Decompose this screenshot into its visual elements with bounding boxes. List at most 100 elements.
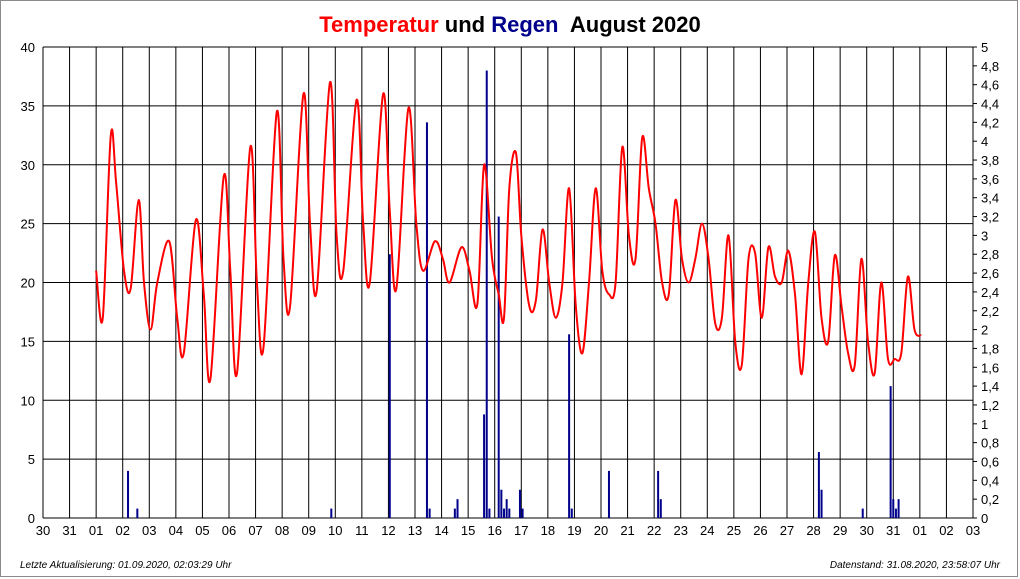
y-right-tick-label: 1,6 — [981, 360, 999, 375]
rain-bar — [518, 489, 521, 518]
chart-title: Temperatur und Regen August 2020 — [0, 12, 1020, 38]
x-tick-label: 12 — [381, 523, 395, 538]
x-tick-label: 30 — [859, 523, 873, 538]
x-tick-label: 23 — [673, 523, 687, 538]
y-left-tick-label: 10 — [21, 393, 35, 408]
title-month: August 2020 — [569, 12, 701, 37]
x-tick-label: 29 — [833, 523, 847, 538]
y-left-tick-label: 25 — [21, 217, 35, 232]
x-tick-label: 20 — [594, 523, 608, 538]
y-left-tick-label: 20 — [21, 276, 35, 291]
x-tick-label: 22 — [647, 523, 661, 538]
rain-bar — [892, 499, 895, 518]
rain-bar — [897, 499, 900, 518]
y-left-tick-label: 5 — [28, 452, 35, 467]
x-tick-label: 11 — [355, 523, 369, 538]
y-right-tick-label: 0,2 — [981, 492, 999, 507]
y-right-tick-label: 1,4 — [981, 379, 999, 394]
y-right-tick-label: 0 — [981, 511, 988, 526]
y-right-tick-label: 3,2 — [981, 210, 999, 225]
temperature-line — [95, 81, 922, 384]
rain-bar — [456, 499, 459, 518]
rain-bar — [505, 499, 508, 518]
rain-series — [127, 70, 900, 519]
y-right-tick-label: 2,2 — [981, 304, 999, 319]
x-tick-label: 31 — [62, 523, 76, 538]
rain-bar — [497, 216, 500, 518]
temperature-series — [95, 81, 922, 384]
x-tick-label: 05 — [195, 523, 209, 538]
rain-bar — [503, 508, 506, 518]
y-left-tick-label: 35 — [21, 99, 35, 114]
rain-bar — [483, 414, 486, 518]
y-right-tick-label: 5 — [981, 40, 988, 55]
x-tick-label: 03 — [142, 523, 156, 538]
title-und: und — [444, 12, 486, 37]
y-right-tick-label: 0,8 — [981, 436, 999, 451]
rain-bar — [485, 70, 488, 519]
x-tick-label: 09 — [301, 523, 315, 538]
x-tick-label: 19 — [567, 523, 581, 538]
y-left-tick-label: 30 — [21, 158, 35, 173]
y-right-tick-label: 3,8 — [981, 153, 999, 168]
x-tick-label: 14 — [434, 523, 448, 538]
rain-bar — [521, 508, 524, 518]
y-right-tick-label: 4,4 — [981, 97, 999, 112]
y-right-tick-label: 0,4 — [981, 473, 999, 488]
y-right-tick-label: 4,6 — [981, 78, 999, 93]
rain-bar — [817, 452, 820, 518]
y-left-tick-label: 0 — [28, 511, 35, 526]
x-tick-label: 17 — [514, 523, 528, 538]
rain-bar — [657, 470, 660, 518]
rain-bar — [607, 470, 610, 518]
x-tick-label: 13 — [408, 523, 422, 538]
x-tick-label: 01 — [89, 523, 103, 538]
rain-bar — [570, 508, 573, 518]
y-right-tick-label: 3,4 — [981, 191, 999, 206]
rain-bar — [388, 254, 391, 519]
rain-bar — [330, 508, 333, 518]
x-tick-label: 10 — [328, 523, 342, 538]
y-right-tick-label: 3,6 — [981, 172, 999, 187]
x-tick-label: 04 — [169, 523, 183, 538]
x-tick-label: 24 — [700, 523, 714, 538]
axis-labels: 30 31 01 02 03 04 05 06 07 08 09 10 11 12 13 14 15 16 17 18… — [21, 40, 1000, 538]
y-right-tick-label: 4,8 — [981, 59, 999, 74]
y-right-tick-label: 3 — [981, 228, 988, 243]
rain-bar — [894, 508, 897, 518]
rain-bar — [136, 508, 139, 518]
title-temperatur: Temperatur — [319, 12, 439, 37]
rain-bar — [568, 334, 571, 518]
x-tick-label: 15 — [461, 523, 475, 538]
y-right-tick-label: 0,6 — [981, 454, 999, 469]
data-status-text: Datenstand: 31.08.2020, 23:58:07 Uhr — [829, 560, 1000, 571]
x-tick-label: 16 — [487, 523, 501, 538]
x-tick-label: 25 — [727, 523, 741, 538]
x-tick-label: 07 — [248, 523, 262, 538]
last-update-text: Letzte Aktualisierung: 01.09.2020, 02:03… — [20, 560, 232, 571]
rain-bar — [889, 386, 892, 518]
y-right-tick-label: 1,2 — [981, 398, 999, 413]
rain-bar — [127, 470, 130, 518]
y-right-tick-label: 1,8 — [981, 341, 999, 356]
rain-bar — [861, 508, 864, 518]
y-right-tick-label: 4 — [981, 134, 988, 149]
x-tick-label: 18 — [541, 523, 555, 538]
rain-bar — [508, 508, 511, 518]
y-right-tick-label: 2,8 — [981, 247, 999, 262]
rain-bar — [659, 499, 662, 518]
y-right-tick-label: 1 — [981, 417, 988, 432]
x-tick-label: 31 — [886, 523, 900, 538]
y-left-tick-label: 40 — [21, 40, 35, 55]
x-tick-label: 01 — [913, 523, 927, 538]
title-regen: Regen — [491, 12, 559, 37]
x-tick-label: 03 — [966, 523, 980, 538]
x-tick-label: 30 — [36, 523, 50, 538]
x-tick-label: 06 — [222, 523, 236, 538]
x-tick-label: 02 — [115, 523, 129, 538]
rain-bar — [500, 489, 503, 518]
y-right-tick-label: 2,6 — [981, 266, 999, 281]
y-left-tick-label: 15 — [21, 334, 35, 349]
